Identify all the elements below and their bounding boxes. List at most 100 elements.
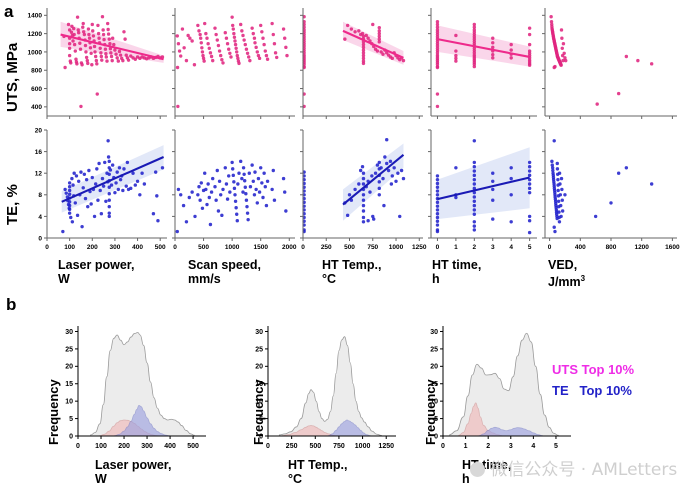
data-point [98,46,102,50]
svg-text:1250: 1250 [412,244,427,251]
data-point [229,55,233,59]
data-point [527,63,532,67]
data-point [435,193,440,197]
data-point [358,168,363,173]
svg-text:1000: 1000 [225,244,240,251]
data-point [175,34,179,38]
data-point [558,193,563,197]
svg-text:8: 8 [38,192,42,199]
data-point [561,58,565,63]
data-point [491,45,495,50]
data-point [509,166,513,170]
svg-text:15: 15 [255,381,263,388]
xlabel-line1: VED, [548,258,578,272]
data-point [81,30,86,34]
data-point [435,212,440,216]
data-point [135,179,140,183]
data-point [72,26,76,31]
data-point [176,104,180,109]
data-point [270,21,274,26]
svg-text:12: 12 [35,171,43,178]
xlabel-line2: W [58,272,70,286]
data-point [372,217,376,221]
data-point [491,179,495,183]
data-point [549,14,553,19]
data-point [198,32,202,37]
data-point [559,214,563,219]
svg-text:600: 600 [31,86,42,93]
watermark-icon [470,462,485,477]
data-point [509,48,513,52]
data-point [345,23,350,28]
density-all [278,336,382,437]
data-point [388,159,393,164]
data-point [107,185,111,189]
data-point [239,22,243,27]
data-point [113,190,117,195]
data-point [232,180,236,184]
xlabel-scan-speed: Scan speed, mm/s [188,258,261,286]
data-point [364,33,368,38]
data-point [491,187,495,192]
svg-text:0: 0 [301,244,305,251]
legend-te-name: TE [552,383,569,398]
data-point [361,182,366,186]
data-point [104,199,108,203]
svg-text:20: 20 [65,364,73,371]
data-point [114,181,118,185]
data-point [122,167,126,171]
data-point [361,42,366,47]
data-point [270,187,274,192]
data-point [561,41,566,46]
data-point [104,55,109,59]
data-point [124,53,128,57]
data-point [361,176,366,181]
xlabel-line2: °C [322,272,337,286]
data-point [527,230,532,235]
data-point [377,40,381,44]
density-te-top10 [328,419,371,437]
data-point [67,41,72,46]
data-point [67,181,72,185]
data-point [220,58,224,62]
data-point [248,185,253,189]
data-point [86,204,90,209]
data-point [112,42,116,47]
data-point [472,208,477,212]
data-point [283,190,287,194]
data-point [649,182,654,186]
data-point [114,52,118,56]
data-point [179,193,183,197]
data-point [91,29,95,33]
data-point [97,36,101,40]
data-point [216,209,221,213]
data-point [472,220,477,224]
data-point [237,61,241,66]
data-point [235,50,239,54]
data-point [273,51,278,55]
data-point [129,54,133,58]
data-point [250,26,254,30]
data-point [435,200,440,205]
svg-text:400: 400 [164,443,176,450]
data-point [70,24,74,29]
data-point [396,171,400,175]
data-point [91,34,96,38]
data-point [233,39,237,43]
data-point [254,45,258,50]
data-point [115,56,119,60]
data-point [343,37,347,41]
data-point [435,189,440,193]
data-point [527,165,532,169]
data-point [87,36,92,40]
data-point [215,168,219,173]
data-point [265,57,270,61]
data-point [110,163,115,167]
data-point [200,46,204,50]
data-point [199,36,203,40]
data-point [527,177,532,182]
data-point [81,25,85,29]
data-point [593,214,598,219]
